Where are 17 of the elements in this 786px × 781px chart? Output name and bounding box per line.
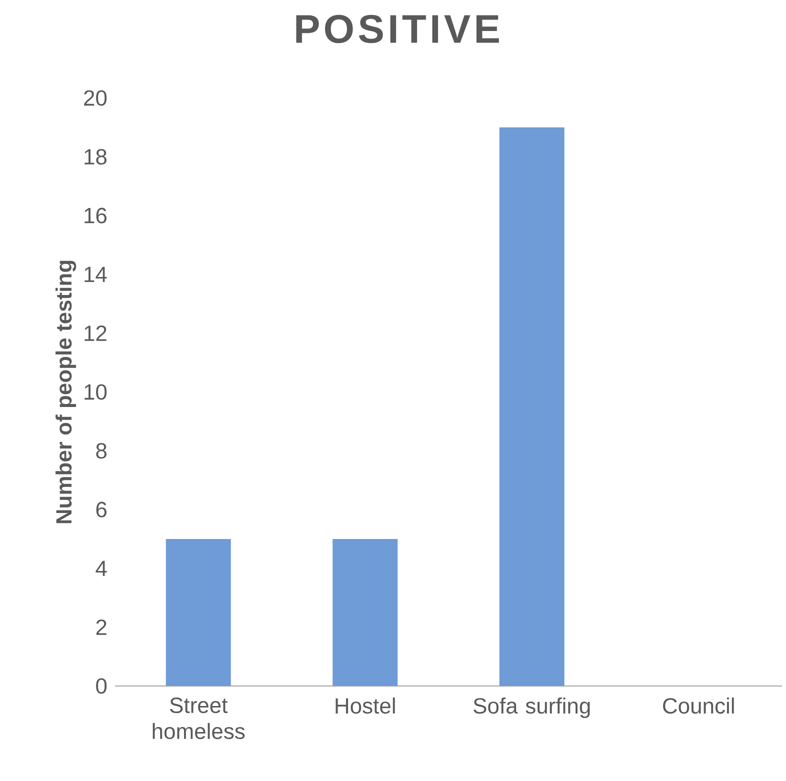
y-tick-label: 12 <box>84 326 106 341</box>
y-tick-label: 16 <box>84 208 107 224</box>
y-tick-label: 2 <box>96 620 106 635</box>
x-tick-label: Street homeless <box>152 698 245 740</box>
y-tick-label: 4 <box>96 560 107 576</box>
chart-title: POSITIVE <box>296 14 499 44</box>
x-tick-label: Hostel <box>336 698 395 714</box>
y-tick-label: 14 <box>84 266 107 282</box>
y-axis-title: Number of people testing <box>56 260 76 524</box>
y-tick-label: 10 <box>84 384 107 400</box>
y-tick-label: 20 <box>84 90 107 106</box>
x-tick-label: Council <box>663 698 734 714</box>
y-tick-label: 0 <box>96 678 107 694</box>
y-tick-label: 8 <box>96 443 107 459</box>
y-tick-label: 6 <box>96 502 107 518</box>
y-tick-label: 18 <box>84 149 107 165</box>
x-tick-label: Sofa surfing <box>474 698 590 718</box>
